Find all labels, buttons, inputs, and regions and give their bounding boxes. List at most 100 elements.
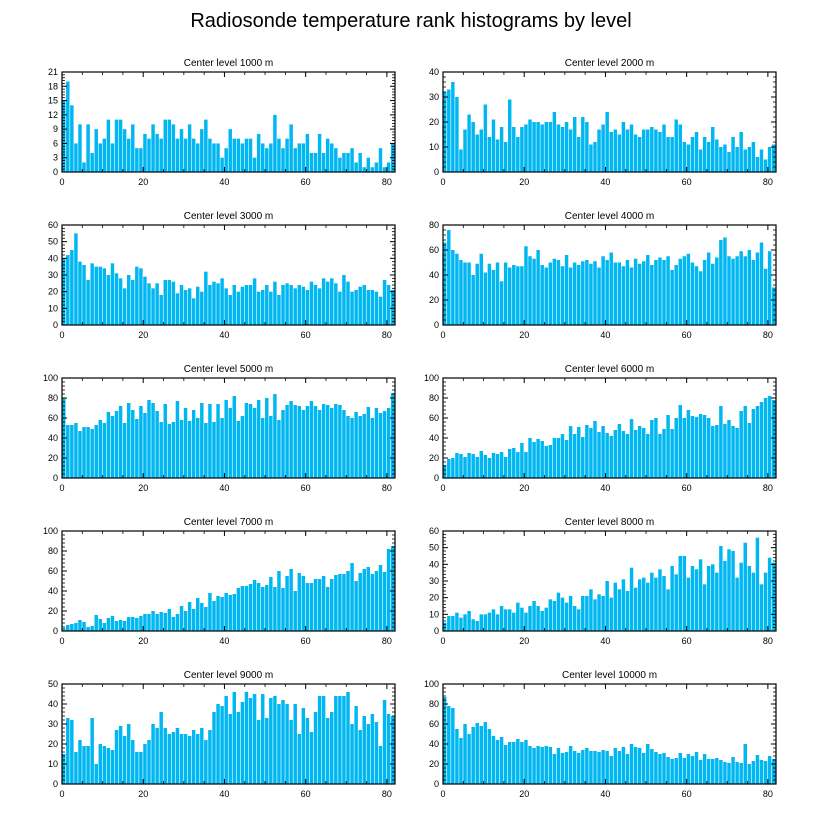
histogram-bar bbox=[556, 438, 561, 478]
histogram-bar bbox=[625, 754, 630, 784]
histogram-bar bbox=[277, 420, 281, 478]
histogram-bar bbox=[390, 716, 395, 784]
histogram-bar bbox=[110, 750, 115, 784]
histogram-bar bbox=[248, 698, 253, 784]
y-tick-label: 100 bbox=[424, 679, 439, 689]
histogram-bar bbox=[763, 398, 768, 478]
histogram-bar bbox=[512, 612, 516, 631]
histogram-bar bbox=[512, 127, 516, 172]
plot-frame bbox=[61, 683, 396, 785]
x-tick-label: 0 bbox=[59, 177, 64, 187]
histogram-bar bbox=[507, 449, 512, 478]
histogram-bar bbox=[135, 419, 139, 478]
histogram-bar bbox=[463, 457, 467, 478]
histogram-bar bbox=[678, 753, 682, 784]
histogram-bar bbox=[711, 263, 715, 325]
histogram-bar bbox=[735, 147, 739, 172]
histogram-bar bbox=[577, 265, 581, 325]
histogram-bar bbox=[568, 746, 573, 784]
histogram-bar bbox=[751, 761, 756, 784]
histogram-bar bbox=[358, 573, 362, 631]
histogram-bar bbox=[560, 434, 565, 478]
histogram-bar bbox=[330, 278, 334, 325]
x-tick-label: 80 bbox=[382, 330, 392, 340]
histogram-bar bbox=[451, 458, 455, 478]
histogram-bar bbox=[524, 124, 528, 172]
plot-frame bbox=[442, 377, 777, 479]
histogram-bar bbox=[342, 696, 346, 784]
histogram-bar bbox=[706, 142, 711, 172]
histogram-bar bbox=[650, 127, 654, 172]
histogram-bar bbox=[503, 457, 508, 478]
histogram-bar bbox=[208, 285, 212, 325]
histogram-bar bbox=[552, 438, 557, 478]
y-tick-label: 40 bbox=[429, 433, 439, 443]
plot-frame bbox=[61, 530, 396, 632]
histogram-bar bbox=[244, 586, 249, 631]
histogram-bar bbox=[325, 281, 330, 325]
histogram-bar bbox=[228, 408, 232, 478]
histogram-bar bbox=[305, 583, 310, 631]
x-tick-label: 20 bbox=[519, 789, 529, 799]
histogram-bar bbox=[727, 152, 731, 172]
histogram-bar bbox=[463, 724, 467, 784]
histogram-bar bbox=[759, 149, 764, 172]
histogram-bar bbox=[572, 434, 577, 478]
x-tick-label: 60 bbox=[301, 177, 311, 187]
histogram-bar bbox=[540, 747, 544, 784]
x-tick-label: 60 bbox=[301, 483, 311, 493]
histogram-bar bbox=[175, 614, 180, 631]
histogram-bar bbox=[702, 260, 707, 325]
histogram-bar bbox=[487, 729, 492, 784]
histogram-panel-8: Center level 8000 m 0 10 20 30 40 50 60 0 20 40 60 8… bbox=[429, 517, 777, 646]
histogram-bar bbox=[220, 706, 224, 784]
y-tick-label: 40 bbox=[429, 67, 439, 77]
y-tick-label: 60 bbox=[48, 566, 58, 576]
histogram-bar bbox=[475, 723, 479, 784]
histogram-bar bbox=[362, 569, 366, 631]
histogram-bar bbox=[507, 267, 512, 325]
histogram-bar bbox=[694, 569, 699, 631]
histogram-bar bbox=[204, 607, 208, 631]
histogram-bar bbox=[224, 148, 228, 172]
histogram-bar bbox=[662, 753, 666, 784]
x-tick-label: 60 bbox=[301, 330, 311, 340]
histogram-bar bbox=[735, 428, 739, 478]
histogram-bar bbox=[301, 143, 306, 172]
histogram-bar bbox=[512, 742, 516, 784]
histogram-bar bbox=[370, 714, 375, 784]
histogram-bar bbox=[309, 732, 314, 784]
x-tick-label: 40 bbox=[600, 483, 610, 493]
histogram-bar bbox=[70, 425, 74, 478]
histogram-bar bbox=[62, 754, 66, 784]
histogram-bar bbox=[479, 614, 484, 631]
histogram-bar bbox=[374, 722, 379, 784]
histogram-bar bbox=[248, 404, 253, 478]
histogram-bar bbox=[191, 298, 196, 325]
histogram-bar bbox=[682, 556, 687, 631]
histogram-bar bbox=[577, 137, 581, 172]
histogram-bar bbox=[216, 404, 220, 478]
histogram-bar bbox=[135, 618, 139, 631]
histogram-bar bbox=[366, 157, 371, 172]
histogram-bar bbox=[147, 400, 151, 478]
histogram-bar bbox=[540, 124, 544, 172]
histogram-bar bbox=[175, 401, 180, 478]
histogram-bar bbox=[321, 152, 326, 172]
histogram-bar bbox=[66, 255, 70, 325]
histogram-bar bbox=[715, 572, 719, 631]
histogram-bar bbox=[613, 582, 618, 631]
histogram-bar bbox=[126, 617, 131, 631]
histogram-bar bbox=[342, 410, 346, 478]
histogram-bar bbox=[455, 729, 459, 784]
histogram-bar bbox=[167, 119, 172, 172]
histogram-bar bbox=[374, 571, 379, 631]
histogram-bar bbox=[556, 592, 561, 631]
histogram-bar bbox=[577, 609, 581, 631]
histogram-bar bbox=[686, 577, 691, 631]
histogram-bar bbox=[706, 566, 711, 631]
x-tick-label: 60 bbox=[301, 789, 311, 799]
histogram-bar bbox=[212, 422, 216, 478]
histogram-panel-1: Center level 1000 m 0 3 6 9 12 15 18 21 0 20 40 60 80 bbox=[48, 58, 396, 187]
histogram-bar bbox=[313, 406, 318, 478]
